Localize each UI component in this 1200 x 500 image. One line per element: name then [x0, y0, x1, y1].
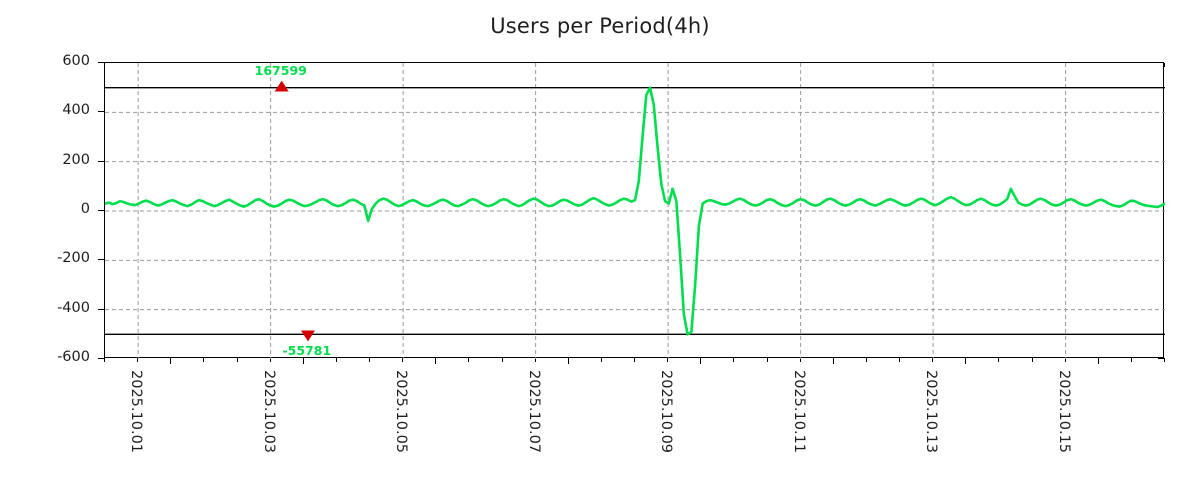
min-annotation-marker — [300, 330, 315, 342]
y-axis-tick-mark-right — [1158, 358, 1164, 359]
x-axis-tick-label: 2025.10.11 — [790, 370, 807, 454]
x-axis-tick-mark — [965, 358, 967, 364]
y-axis-tick-mark — [98, 160, 104, 162]
y-axis-tick-label: -400 — [57, 299, 90, 316]
y-axis-tick-mark — [98, 210, 104, 211]
x-axis-tick-label: 2025.10.05 — [393, 370, 410, 454]
x-axis-tick-mark — [567, 358, 569, 364]
x-axis-minor-tick — [1164, 358, 1165, 362]
x-axis-tick-label: 2025.10.03 — [260, 370, 277, 454]
y-axis-tick-mark — [98, 111, 104, 113]
x-axis-minor-tick — [998, 358, 1000, 362]
x-axis-minor-tick — [104, 358, 105, 362]
x-axis-tick-mark — [1097, 358, 1099, 364]
max-annotation-text: 167599 — [254, 62, 307, 78]
gridlines — [105, 63, 1165, 359]
plot-area — [104, 62, 1165, 359]
max-annotation-marker — [274, 80, 289, 92]
x-axis-tick-label: 2025.10.13 — [923, 370, 940, 454]
x-axis-tick-mark — [435, 358, 437, 364]
x-axis-tick-label: 2025.10.01 — [128, 370, 145, 454]
x-axis-tick-label: 2025.10.15 — [1055, 370, 1072, 454]
y-axis-tick-label: 200 — [62, 151, 90, 168]
x-axis-tick-mark — [302, 358, 304, 364]
plot-canvas — [105, 63, 1165, 359]
x-axis-minor-tick — [534, 358, 536, 362]
page-title: Users per Period(4h) — [490, 14, 710, 38]
x-axis-minor-tick — [766, 358, 768, 362]
x-axis-minor-tick — [402, 358, 404, 362]
threshold-lines — [105, 86, 1165, 336]
x-axis-minor-tick — [501, 358, 503, 362]
x-axis-minor-tick — [203, 358, 205, 362]
min-annotation-text: -55781 — [282, 343, 332, 359]
y-axis-tick-label: 400 — [62, 102, 90, 119]
x-axis-minor-tick — [799, 358, 801, 362]
x-axis-minor-tick — [137, 358, 139, 362]
annotation-markers — [274, 80, 315, 342]
y-axis-tick-mark — [98, 308, 104, 310]
x-axis-minor-tick — [335, 358, 337, 362]
x-axis-tick-mark — [700, 358, 702, 364]
x-axis-minor-tick — [1031, 358, 1033, 362]
x-axis-minor-tick — [865, 358, 867, 362]
x-axis-minor-tick — [468, 358, 470, 362]
y-axis-tick-mark — [98, 62, 104, 63]
x-axis-minor-tick — [1130, 358, 1132, 362]
y-axis-tick-label: 600 — [62, 53, 90, 69]
x-axis-minor-tick — [634, 358, 635, 362]
y-axis-tick-label: -600 — [57, 349, 90, 365]
x-axis-minor-tick — [369, 358, 370, 362]
x-axis-minor-tick — [733, 358, 735, 362]
y-axis-tick-mark — [98, 259, 104, 261]
x-axis-tick-mark — [170, 358, 172, 364]
y-axis-tick-label: -200 — [57, 250, 90, 267]
x-axis-minor-tick — [1064, 358, 1066, 362]
x-axis-tick-label: 2025.10.07 — [525, 370, 542, 454]
x-axis-minor-tick — [600, 358, 602, 362]
data-series — [105, 86, 1165, 336]
series-line — [105, 86, 1165, 336]
x-axis-minor-tick — [899, 358, 900, 362]
y-axis-tick-mark — [98, 358, 104, 359]
x-axis-tick-mark-top — [1164, 63, 1165, 67]
x-axis-tick-label: 2025.10.09 — [658, 370, 675, 454]
x-axis-minor-tick — [269, 358, 271, 362]
x-axis-tick-mark — [832, 358, 834, 364]
x-axis-minor-tick — [667, 358, 669, 362]
x-axis-minor-tick — [236, 358, 238, 362]
y-axis-tick-label: 0 — [80, 201, 90, 217]
x-axis-minor-tick — [932, 358, 934, 362]
